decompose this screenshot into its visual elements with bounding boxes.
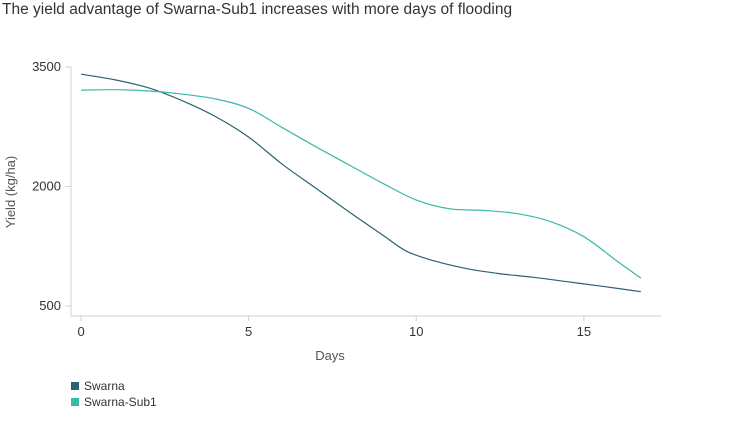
y-tick-label-2000: 2000 — [32, 179, 61, 194]
x-tick-label-0: 0 — [77, 324, 84, 339]
chart-axes: 500 2000 3500 0 5 10 15 — [32, 59, 661, 339]
x-tick-label-10: 10 — [409, 324, 423, 339]
legend-swatch-swarna-sub1 — [71, 398, 79, 406]
x-tick-label-5: 5 — [245, 324, 252, 339]
y-tick-label-3500: 3500 — [32, 59, 61, 74]
y-tick-label-500: 500 — [39, 298, 61, 313]
legend: Swarna Swarna-Sub1 — [71, 378, 157, 410]
x-axis-label: Days — [315, 348, 345, 363]
x-tick-label-15: 15 — [577, 324, 591, 339]
legend-label-swarna-sub1: Swarna-Sub1 — [84, 395, 157, 409]
legend-item-swarna-sub1[interactable]: Swarna-Sub1 — [71, 394, 157, 410]
series-line-swarna[interactable] — [80, 73, 641, 293]
y-axis-label: Yield (kg/ha) — [3, 156, 18, 229]
legend-label-swarna: Swarna — [84, 379, 125, 393]
series-line-swarna-sub1[interactable] — [81, 89, 642, 279]
series-layer — [80, 73, 642, 293]
chart-title: The yield advantage of Swarna-Sub1 incre… — [2, 1, 513, 18]
legend-swatch-swarna — [71, 382, 79, 390]
legend-item-swarna[interactable]: Swarna — [71, 378, 157, 394]
